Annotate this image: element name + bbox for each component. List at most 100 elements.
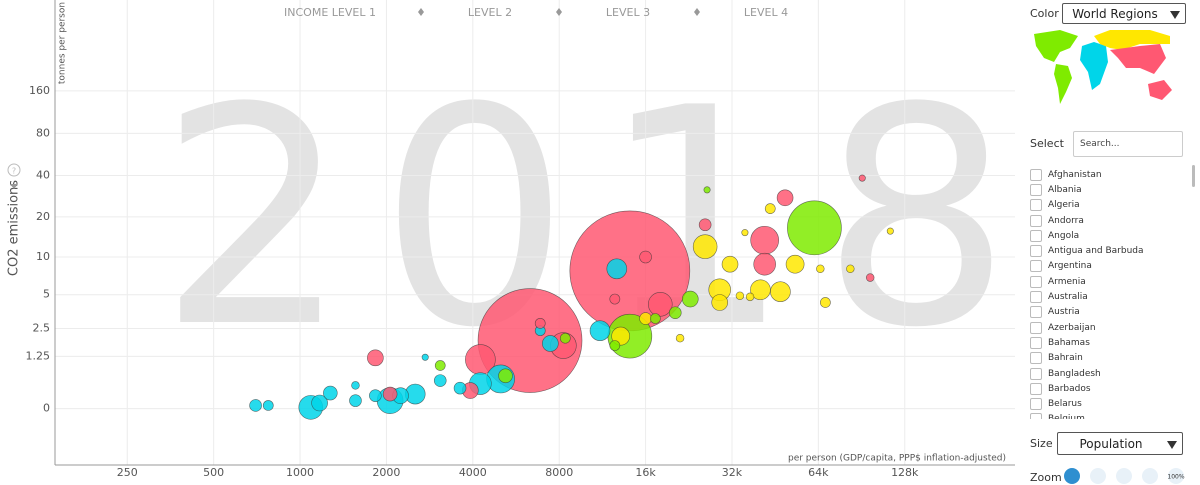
country-row[interactable]: Albania [1030, 182, 1188, 197]
bubble[interactable] [647, 292, 673, 317]
bubble[interactable] [735, 291, 745, 301]
bubble[interactable] [609, 340, 621, 351]
size-select[interactable]: Population [1057, 432, 1183, 455]
checkbox[interactable] [1030, 260, 1042, 273]
bubble[interactable] [609, 293, 621, 305]
checkbox[interactable] [1030, 413, 1042, 419]
checkbox[interactable] [1030, 382, 1042, 395]
zoom-pointer[interactable] [1064, 468, 1080, 484]
checkbox[interactable] [1030, 229, 1042, 242]
checkbox[interactable] [1030, 168, 1042, 181]
y-axis-dropdown[interactable] [10, 184, 18, 189]
country-row[interactable]: Algeria [1030, 198, 1188, 213]
bubble[interactable] [534, 317, 546, 329]
bubble[interactable] [711, 294, 729, 311]
bubble[interactable] [668, 306, 682, 320]
country-row[interactable]: Azerbaijan [1030, 320, 1188, 335]
bubble[interactable] [721, 255, 739, 273]
bubble[interactable] [262, 400, 274, 411]
x-tick-label: 2000 [372, 466, 400, 479]
bubble[interactable] [367, 349, 384, 367]
bubble[interactable] [542, 335, 559, 352]
search-box[interactable]: Search... [1073, 131, 1183, 157]
y-axis-unit: tonnes per person [58, 2, 68, 84]
size-select-text: Population [1079, 436, 1143, 451]
checkbox[interactable] [1030, 245, 1042, 258]
bubble[interactable] [865, 273, 875, 282]
bubble[interactable] [649, 313, 661, 324]
bubble[interactable] [675, 333, 685, 343]
bubble[interactable] [382, 386, 398, 402]
zoom-in[interactable] [1090, 468, 1106, 484]
bubble[interactable] [433, 374, 447, 387]
zoom-undo[interactable] [1142, 468, 1158, 484]
country-row[interactable]: Belarus [1030, 396, 1188, 411]
bubble[interactable] [323, 385, 338, 401]
checkbox[interactable] [1030, 336, 1042, 349]
bubble[interactable] [349, 394, 362, 407]
country-row[interactable]: Bahrain [1030, 351, 1188, 366]
bubble[interactable] [886, 227, 894, 235]
country-row[interactable]: Andorra [1030, 213, 1188, 228]
bubble[interactable] [750, 225, 780, 255]
checkbox[interactable] [1030, 183, 1042, 196]
bubble[interactable] [846, 264, 855, 274]
bubble[interactable] [816, 264, 825, 274]
country-row[interactable]: Armenia [1030, 274, 1188, 289]
bubble[interactable] [753, 252, 776, 276]
bubble[interactable] [776, 189, 794, 207]
bubble[interactable] [434, 360, 446, 371]
bubble[interactable] [589, 320, 611, 341]
country-row[interactable]: Bangladesh [1030, 366, 1188, 381]
bubble[interactable] [249, 399, 262, 412]
y-axis-title[interactable]: CO2 emissions [7, 180, 22, 276]
scrollbar[interactable] [1192, 165, 1195, 187]
bubble[interactable] [692, 234, 718, 259]
bubble[interactable] [858, 174, 866, 182]
bubble[interactable] [764, 203, 776, 214]
bubble[interactable] [498, 368, 513, 384]
bubble[interactable] [606, 258, 628, 280]
bubble[interactable] [787, 200, 842, 256]
y-tick-label: 0 [43, 402, 50, 415]
color-select[interactable]: World Regions [1062, 3, 1186, 24]
country-row[interactable]: Angola [1030, 228, 1188, 243]
bubble[interactable] [820, 297, 831, 308]
country-row[interactable]: Austria [1030, 305, 1188, 320]
checkbox[interactable] [1030, 398, 1042, 411]
help-icon[interactable] [7, 163, 21, 177]
bubble[interactable] [770, 281, 791, 302]
checkbox[interactable] [1030, 199, 1042, 212]
bubble[interactable] [741, 229, 749, 237]
country-row[interactable]: Afghanistan [1030, 167, 1188, 182]
checkbox[interactable] [1030, 321, 1042, 334]
checkbox[interactable] [1030, 275, 1042, 288]
bubble[interactable] [453, 381, 467, 395]
country-row[interactable]: Barbados [1030, 381, 1188, 396]
bubble[interactable] [369, 389, 382, 402]
bubble[interactable] [639, 250, 652, 264]
bubble[interactable] [311, 394, 328, 412]
bubble[interactable] [559, 332, 571, 344]
country-row[interactable]: Australia [1030, 289, 1188, 304]
zoom-out[interactable] [1116, 468, 1132, 484]
bubble[interactable] [785, 254, 805, 274]
bubble[interactable] [698, 218, 712, 232]
country-row[interactable]: Antigua and Barbuda [1030, 243, 1188, 258]
bubble[interactable] [639, 312, 652, 325]
zoom-reset[interactable] [1168, 468, 1184, 484]
checkbox[interactable] [1030, 352, 1042, 365]
country-row[interactable]: Belgium [1030, 412, 1188, 419]
country-row[interactable]: Bahamas [1030, 335, 1188, 350]
bubble[interactable] [745, 292, 755, 302]
bubble[interactable] [681, 290, 699, 308]
checkbox[interactable] [1030, 291, 1042, 304]
checkbox[interactable] [1030, 367, 1042, 380]
bubble[interactable] [351, 381, 360, 390]
bubble[interactable] [703, 186, 711, 194]
bubble[interactable] [421, 353, 429, 361]
checkbox[interactable] [1030, 306, 1042, 319]
country-row[interactable]: Argentina [1030, 259, 1188, 274]
checkbox[interactable] [1030, 214, 1042, 227]
region-map[interactable] [1030, 28, 1180, 108]
